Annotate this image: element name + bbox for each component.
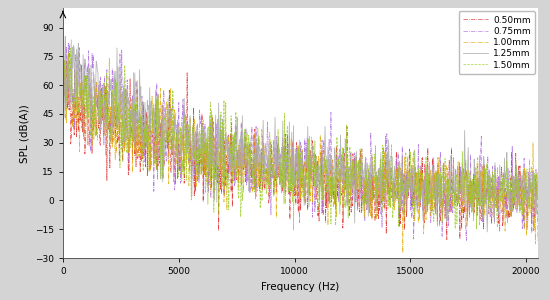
0.50mm [362,180,369,184]
1.00mm [59,84,66,87]
1.25mm [336,178,343,182]
1.25mm [62,34,69,38]
1.25mm [349,188,355,191]
0.50mm [336,186,343,190]
Line: 0.75mm: 0.75mm [63,43,538,240]
0.50mm [59,82,66,85]
1.00mm [535,239,541,242]
1.00mm [336,168,343,171]
1.50mm [337,167,343,171]
1.25mm [420,180,427,184]
0.75mm [535,219,541,222]
1.00mm [349,193,355,196]
1.50mm [67,46,74,50]
0.75mm [362,157,369,160]
1.00mm [65,51,72,54]
1.50mm [59,68,66,71]
0.50mm [470,198,476,202]
0.75mm [420,178,427,182]
1.50mm [421,194,427,197]
0.75mm [59,61,66,64]
1.50mm [535,191,541,195]
1.25mm [535,188,541,192]
0.75mm [463,238,470,242]
1.50mm [364,172,370,176]
1.50mm [470,210,476,213]
1.25mm [362,177,369,181]
0.50mm [420,212,427,215]
1.50mm [290,228,297,232]
1.25mm [484,230,491,234]
Line: 1.00mm: 1.00mm [63,52,538,253]
1.25mm [469,185,476,188]
0.75mm [336,184,343,188]
1.25mm [59,61,66,65]
0.50mm [349,196,355,199]
1.00mm [362,185,369,189]
Line: 1.25mm: 1.25mm [63,36,538,232]
0.75mm [470,209,476,213]
1.00mm [470,184,476,188]
1.50mm [89,107,96,110]
0.75mm [65,41,72,45]
Legend: 0.50mm, 0.75mm, 1.00mm, 1.25mm, 1.50mm: 0.50mm, 0.75mm, 1.00mm, 1.25mm, 1.50mm [459,11,535,74]
0.50mm [535,194,541,197]
1.50mm [349,159,356,163]
1.00mm [89,117,96,120]
Y-axis label: SPL (dB(A)): SPL (dB(A)) [19,104,29,163]
0.50mm [89,105,96,108]
1.00mm [399,251,406,254]
0.75mm [349,168,355,172]
Line: 1.50mm: 1.50mm [63,48,538,230]
0.50mm [443,238,450,242]
1.25mm [89,94,96,98]
0.50mm [63,59,70,63]
0.75mm [89,66,96,70]
Line: 0.50mm: 0.50mm [63,61,538,240]
X-axis label: Frequency (Hz): Frequency (Hz) [261,282,339,292]
1.00mm [421,214,427,217]
